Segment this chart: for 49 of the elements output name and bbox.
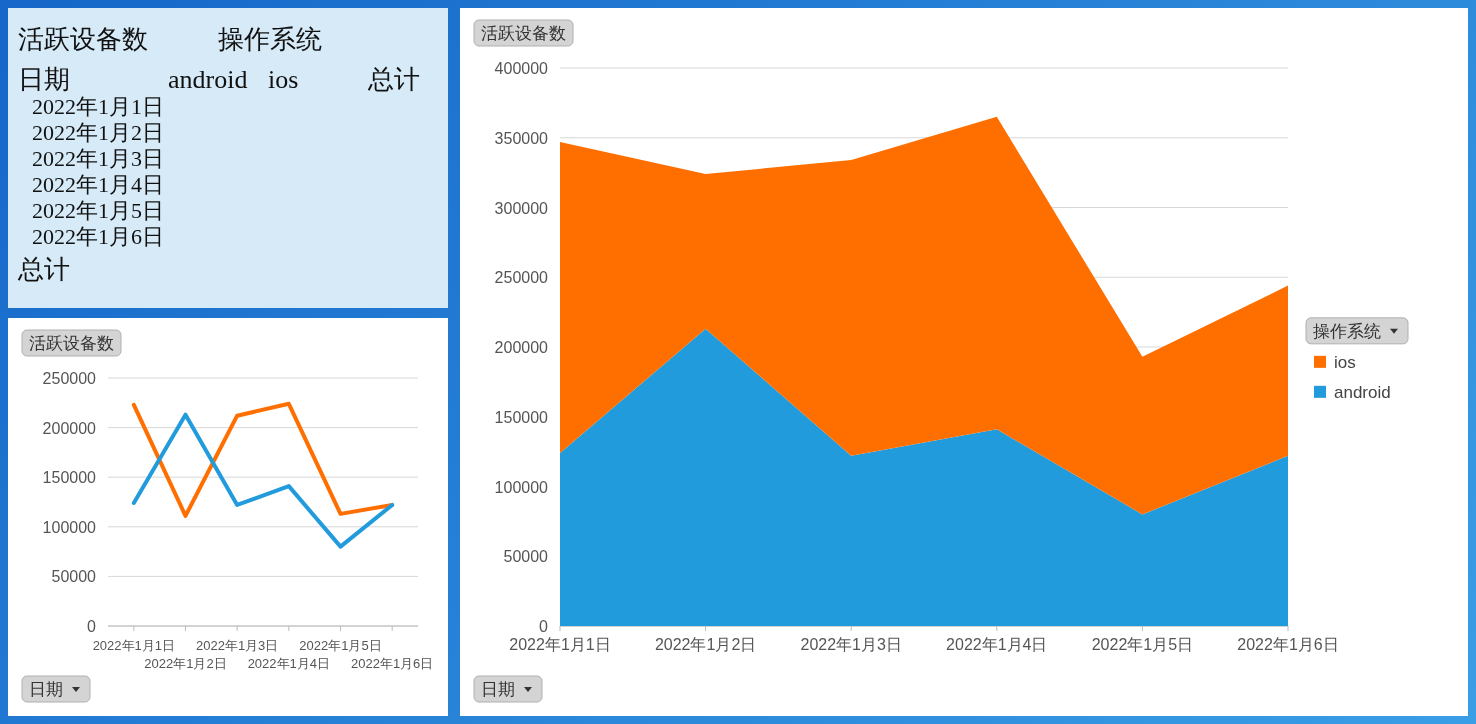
y-tick-label: 400000 [494,60,549,77]
text: 活跃设备数 [18,25,148,54]
x-tick-label: 2022年1月3日 [800,636,902,653]
y-tick-label: 200000 [494,339,549,356]
y-tick-label: 0 [539,618,549,635]
text: 总计 [367,65,420,94]
x-tick-label: 2022年1月5日 [1091,636,1194,653]
y-tick-label: 200000 [42,419,97,437]
x-tick-label: 2022年1月6日 [350,656,434,671]
x-tick-label: 2022年1月6日 [1237,636,1339,653]
x-tick-label: 2022年1月1日 [92,638,176,653]
chart-title: 活跃设备数 [29,334,114,353]
y-tick-label: 250000 [42,370,97,387]
legend-label: ios [1334,352,1356,372]
y-tick-label: 0 [87,618,97,635]
x-tick-label: 2022年1月3日 [195,638,279,653]
text: 操作系统 [218,25,322,54]
x-tick-label: 2022年1月5日 [299,638,382,653]
y-tick-label: 100000 [494,478,549,496]
text: 2022年1月1日 [32,94,164,119]
text: 2022年1月2日 [32,120,164,145]
text: 总计 [17,255,70,284]
text: 2022年1月6日 [32,224,164,249]
x-tick-label: 2022年1月2日 [144,656,227,671]
text: 2022年1月5日 [32,198,164,223]
x-axis-title: 日期 [29,680,63,699]
y-tick-label: 150000 [494,408,549,426]
legend-title: 操作系统 [1313,321,1381,341]
y-tick-label: 250000 [494,269,549,287]
x-tick-label: 2022年1月4日 [247,656,331,671]
text: android [168,65,248,94]
text: 2022年1月4日 [32,172,164,197]
text: 日期 [18,65,70,94]
y-tick-label: 300000 [494,199,549,217]
line-series [131,401,395,518]
y-tick-label: 350000 [494,129,549,147]
x-tick-label: 2022年1月1日 [509,636,611,653]
text: 2022年1月3日 [32,146,164,171]
x-tick-label: 2022年1月4日 [946,636,1048,653]
chart-title: 活跃设备数 [481,24,566,43]
text: ios [268,65,299,94]
x-tick-label: 2022年1月2日 [654,636,757,653]
x-axis-title: 日期 [481,680,515,699]
y-tick-label: 150000 [42,469,97,487]
line-series [131,412,395,549]
y-tick-label: 100000 [42,518,97,536]
y-tick-label: 50000 [51,568,97,586]
legend-label: android [1334,382,1391,402]
y-tick-label: 50000 [503,548,549,566]
